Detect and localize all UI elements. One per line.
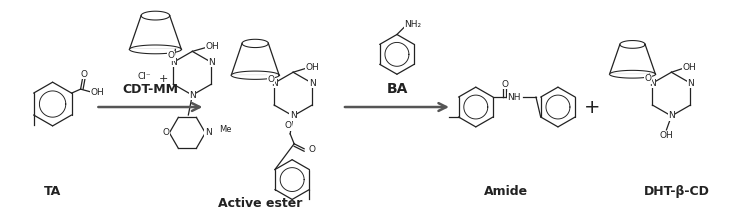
Polygon shape (231, 75, 279, 79)
Text: N: N (170, 58, 177, 67)
Text: Cl⁻: Cl⁻ (138, 72, 151, 81)
Text: O: O (267, 75, 274, 84)
Polygon shape (129, 49, 181, 54)
Text: N: N (309, 79, 315, 88)
Text: TA: TA (44, 185, 61, 198)
Text: N: N (189, 91, 196, 100)
Text: N: N (687, 79, 694, 88)
Text: N: N (668, 111, 675, 121)
Text: O: O (502, 80, 509, 89)
Text: OH: OH (91, 88, 104, 97)
Text: Active ester: Active ester (218, 197, 302, 210)
Text: Me: Me (219, 125, 232, 134)
Text: Amide: Amide (484, 185, 528, 198)
Text: O: O (168, 51, 175, 60)
Text: N: N (205, 128, 212, 137)
Text: OH: OH (205, 42, 219, 51)
Text: DHT-β-CD: DHT-β-CD (643, 185, 710, 198)
Text: O: O (285, 121, 292, 130)
Text: NH₂: NH₂ (404, 20, 421, 29)
Text: OH: OH (305, 63, 319, 72)
Text: CDT-MM: CDT-MM (123, 83, 178, 96)
Text: N: N (208, 58, 215, 67)
Text: O: O (645, 74, 651, 83)
Text: O: O (309, 145, 315, 154)
Text: OH: OH (659, 131, 673, 140)
Text: +: + (158, 74, 168, 84)
Text: N: N (290, 111, 296, 121)
Text: N: N (271, 79, 277, 88)
Text: OH: OH (683, 63, 696, 72)
Text: O: O (80, 70, 87, 79)
Text: +: + (584, 97, 601, 117)
Text: N: N (649, 79, 656, 88)
Polygon shape (610, 74, 656, 78)
Text: O: O (163, 128, 170, 137)
Text: BA: BA (386, 82, 407, 96)
Text: NH: NH (507, 93, 520, 102)
